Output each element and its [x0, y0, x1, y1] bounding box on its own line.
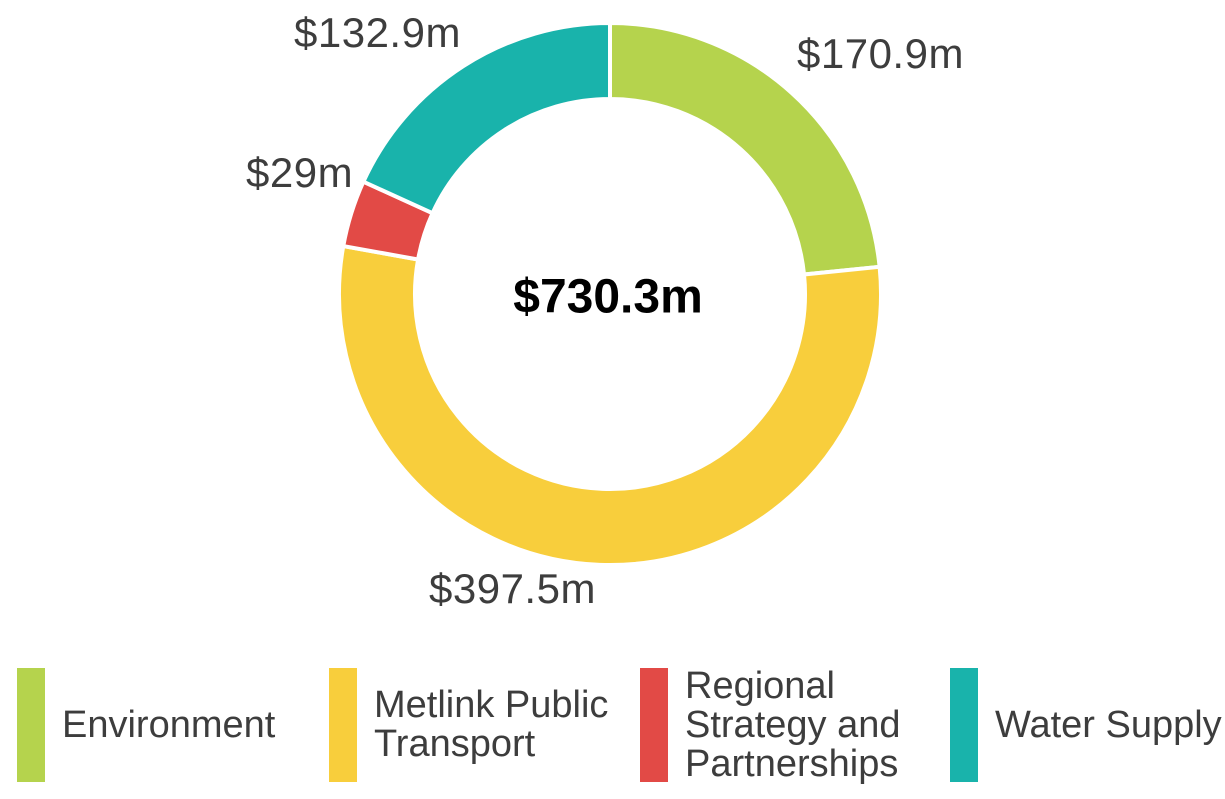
donut-slice-environment[interactable] — [608, 21, 882, 277]
donut-total-label: $730.3m — [513, 270, 703, 324]
legend-swatch-regional-strategy-and-partnerships — [640, 668, 668, 782]
legend-item-metlink-public-transport[interactable]: Metlink Public Transport — [329, 668, 624, 782]
legend-label-water-supply: Water Supply — [995, 703, 1222, 746]
slice-value-label-water-supply: $132.9m — [294, 9, 461, 56]
legend-label-metlink-public-transport: Metlink Public Transport — [374, 684, 609, 765]
slice-value-label-environment: $170.9m — [797, 30, 964, 77]
slice-value-label-regional-strategy-and-partnerships: $29m — [246, 149, 354, 196]
legend-item-regional-strategy-and-partnerships[interactable]: Regional Strategy and Partnerships — [640, 664, 920, 785]
legend-swatch-water-supply — [950, 668, 978, 782]
donut-slice-water-supply[interactable] — [361, 21, 612, 216]
legend-label-regional-strategy-and-partnerships: Regional Strategy and Partnerships — [685, 664, 901, 785]
legend-item-environment[interactable]: Environment — [17, 668, 275, 782]
donut-slice-metlink-public-transport[interactable] — [337, 244, 883, 568]
slice-value-label-metlink-public-transport: $397.5m — [429, 565, 596, 612]
legend-item-water-supply[interactable]: Water Supply — [950, 668, 1222, 782]
legend-swatch-environment — [17, 668, 45, 782]
legend-label-environment: Environment — [62, 703, 276, 746]
legend-swatch-metlink-public-transport — [329, 668, 357, 782]
